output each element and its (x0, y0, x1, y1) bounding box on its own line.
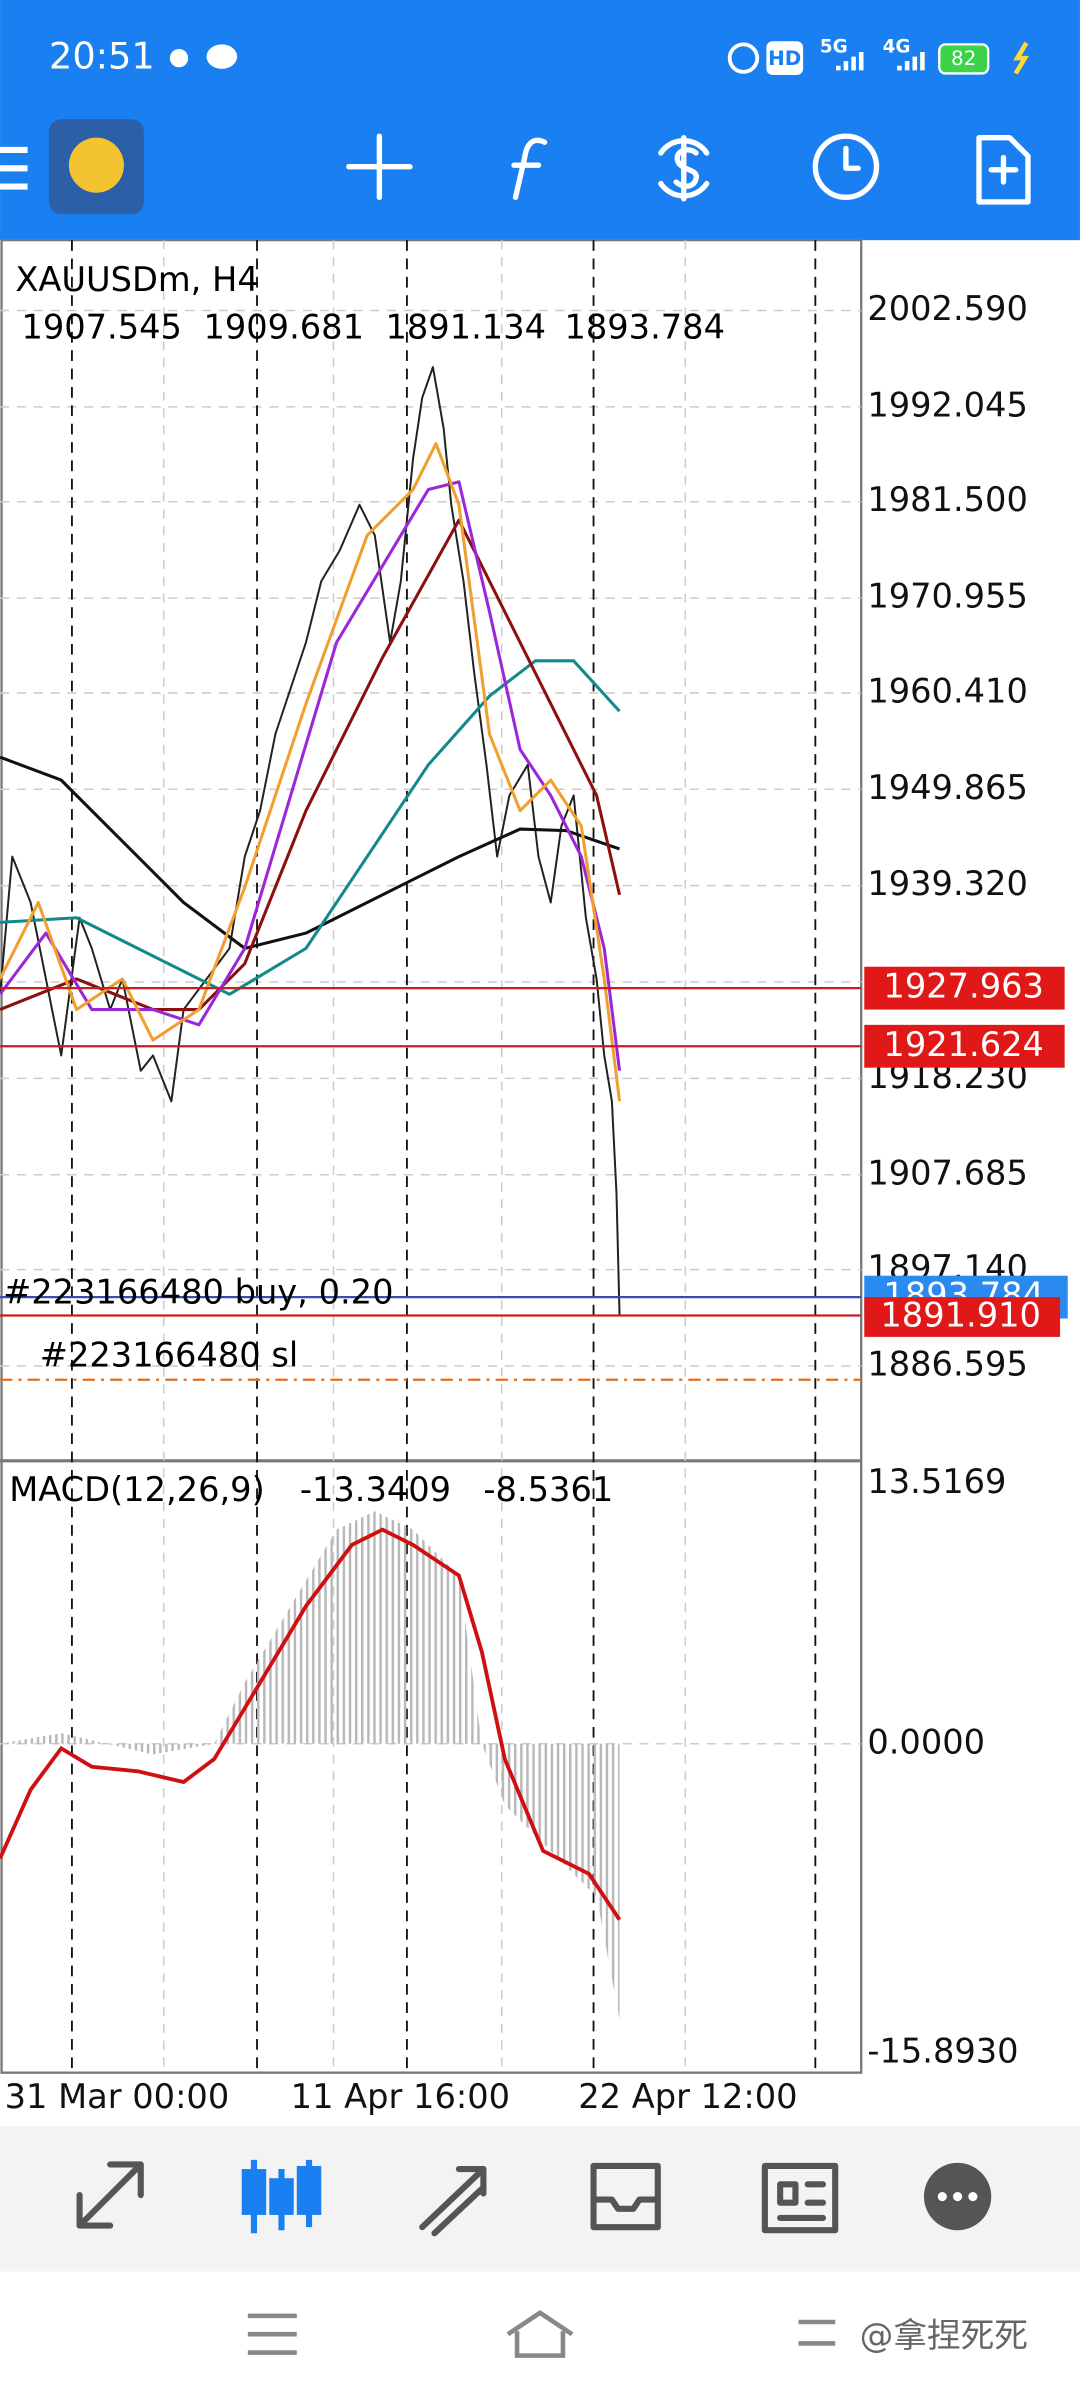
price-line-label: 1921.624 (883, 1025, 1044, 1064)
system-back[interactable] (798, 2319, 836, 2346)
ohlc-open: 1907.545 (21, 307, 182, 346)
chat-dot (937, 2191, 947, 2202)
chat-dot (968, 2191, 978, 2202)
app-header (0, 0, 1080, 241)
menu-button[interactable] (0, 146, 28, 190)
hd-badge (766, 41, 804, 75)
ohlc-high: 1909.681 (203, 307, 364, 346)
price-scale: 2002.590 1992.045 1981.500 1970.955 1960… (867, 289, 1028, 1383)
network-4g: 4G (883, 36, 911, 57)
trade-tab[interactable] (419, 2165, 487, 2237)
bottom-nav (0, 2126, 1080, 2272)
price-label: 1992.045 (867, 385, 1028, 424)
status-time: 20:51 (49, 35, 155, 78)
macd-scale-label: 0.0000 (867, 1722, 985, 1761)
status-icon (206, 44, 238, 69)
macd-value: -13.3409 (300, 1470, 451, 1509)
time-label: 11 Apr 16:00 (291, 2077, 510, 2116)
macd-scale-label: 13.5169 (867, 1462, 1006, 1501)
signal-bars (897, 52, 925, 71)
price-label: 1886.595 (867, 1344, 1028, 1383)
macd-histogram (0, 1511, 620, 2020)
price-lines (0, 986, 862, 1381)
time-label: 22 Apr 12:00 (578, 2077, 797, 2116)
new-order-button[interactable] (976, 134, 1031, 205)
battery-level: 82 (951, 47, 976, 70)
price-label: 1960.410 (867, 671, 1028, 710)
macd-scale-label: -15.8930 (867, 2031, 1018, 2070)
price-label: 1939.320 (867, 864, 1028, 903)
history-button[interactable] (812, 133, 880, 200)
chart-tab[interactable] (241, 2159, 322, 2234)
indicators-button[interactable] (511, 137, 548, 200)
price-line-box (864, 1297, 1061, 1337)
hd-text: HD (768, 47, 801, 70)
alarm-icon (727, 42, 760, 74)
news-tab[interactable] (761, 2162, 839, 2234)
price-label: 1970.955 (867, 577, 1028, 616)
ohlc-low: 1891.134 (386, 307, 547, 346)
watermark: @拿捏死死 (860, 2316, 1028, 2355)
symbol-label: XAUUSDm, H4 (15, 260, 258, 299)
macd-signal (0, 1527, 622, 1921)
order-label: #223166480 buy, 0.20 (3, 1273, 393, 1312)
history-hands (843, 145, 861, 171)
macd-signal-value: -8.5361 (483, 1470, 613, 1509)
price-line-label: 1927.963 (883, 967, 1044, 1006)
ohlc: 1907.545 1909.681 1891.134 1893.784 (21, 307, 725, 346)
price-label: 2002.590 (867, 289, 1028, 328)
chart-frame (0, 239, 863, 2074)
app-logo-mark (68, 137, 124, 193)
quotes-tab[interactable] (76, 2161, 144, 2229)
signal-bars (835, 52, 864, 71)
chat-dot (953, 2191, 963, 2202)
price-line-box (864, 1024, 1065, 1068)
trade-button[interactable] (658, 134, 710, 202)
ohlc-close: 1893.784 (564, 307, 725, 346)
macd-label: MACD(12,26,9) (9, 1470, 265, 1509)
price-label: 1907.685 (867, 1153, 1028, 1192)
price-label: 1949.865 (867, 768, 1028, 807)
system-menu[interactable] (247, 2313, 297, 2355)
history-tab[interactable] (590, 2162, 661, 2231)
order-sl-label: #223166480 sl (40, 1335, 298, 1374)
price-line-label: 1891.910 (880, 1296, 1041, 1335)
crosshair-button[interactable] (346, 133, 413, 200)
network-5g: 5G (820, 36, 848, 57)
battery (938, 43, 990, 75)
time-label: 31 Mar 00:00 (5, 2077, 230, 2116)
price-label: 1981.500 (867, 480, 1028, 519)
status-icon (169, 48, 189, 68)
charging-icon (1013, 41, 1029, 75)
system-home[interactable] (506, 2310, 574, 2358)
grid (0, 240, 862, 2073)
price-line-box (864, 966, 1065, 1010)
